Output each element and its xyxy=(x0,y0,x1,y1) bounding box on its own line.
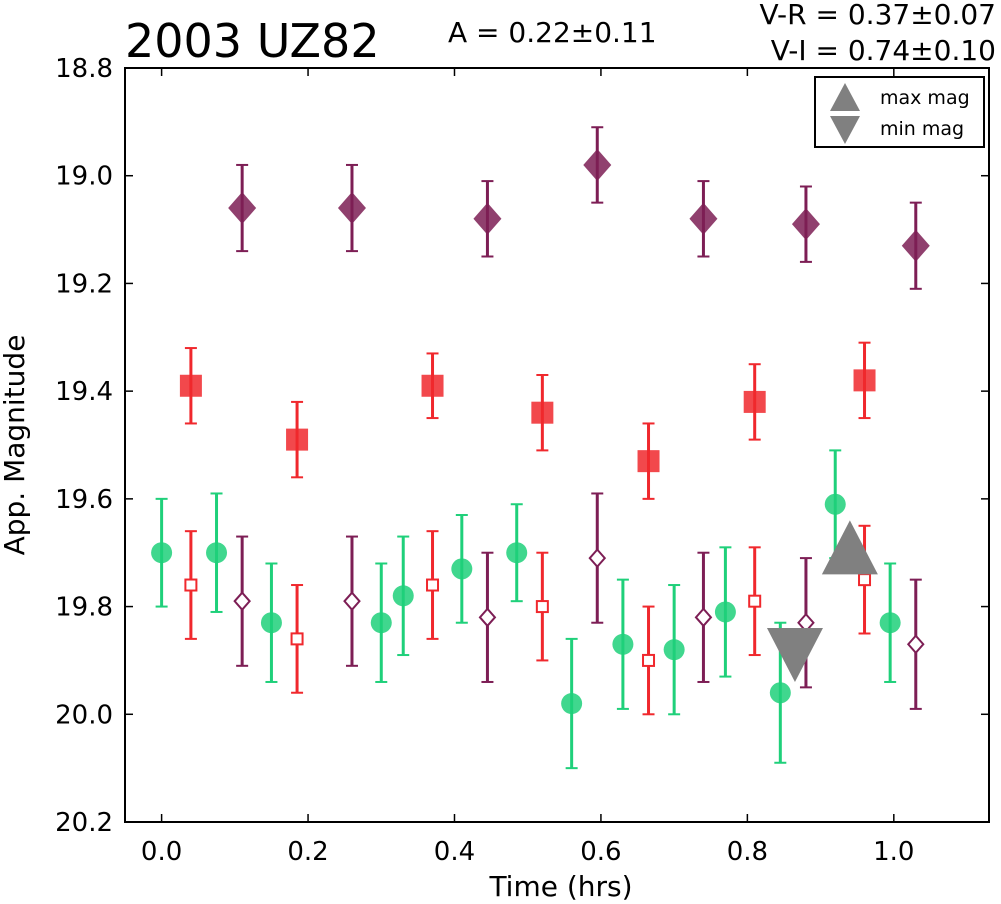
data-point-circle xyxy=(151,542,173,564)
x-axis-label: Time (hrs) xyxy=(488,870,632,903)
y-tick-label: 19.2 xyxy=(55,269,113,299)
data-point-circle xyxy=(451,558,473,580)
data-point-circle xyxy=(879,612,901,634)
data-point-circle xyxy=(561,693,583,715)
legend-triangle-down-icon xyxy=(830,116,860,144)
legend: max mag min mag xyxy=(814,76,985,148)
data-point-diamond xyxy=(337,192,366,225)
data-point-diamond xyxy=(583,148,612,181)
plot-frame xyxy=(124,67,990,823)
data-point-diamond xyxy=(478,607,497,628)
data-point-circle xyxy=(612,633,634,655)
data-point-diamond xyxy=(233,591,251,612)
y-tick-label: 19.6 xyxy=(55,485,113,515)
data-point-square xyxy=(637,450,660,473)
x-tick-label: 0.2 xyxy=(287,837,328,867)
max-mag-marker xyxy=(821,520,878,575)
data-point-square xyxy=(184,578,198,592)
x-tick-label: 0.8 xyxy=(727,837,768,867)
y-tick-label: 19.8 xyxy=(55,593,113,623)
data-point-diamond xyxy=(791,208,820,241)
data-point-diamond xyxy=(588,548,607,569)
data-point-square xyxy=(179,374,202,397)
data-point-circle xyxy=(260,612,282,634)
y-axis-label: App. Magnitude xyxy=(0,335,31,556)
x-tick-label: 0.4 xyxy=(434,837,475,867)
data-point-circle xyxy=(769,682,791,704)
data-point-square xyxy=(858,573,872,587)
data-point-square xyxy=(748,594,762,608)
color-vi-label: V-I = 0.74±0.10 xyxy=(771,34,996,67)
data-point-diamond xyxy=(343,591,361,612)
data-point-circle xyxy=(506,542,528,564)
plot-marks xyxy=(151,126,930,770)
y-tick-label: 20.2 xyxy=(55,808,113,838)
legend-label-max-mag: max mag xyxy=(880,87,970,109)
data-point-circle xyxy=(663,639,685,661)
data-point-diamond xyxy=(901,229,930,262)
y-tick-label: 18.8 xyxy=(55,54,113,84)
legend-triangle-up-icon xyxy=(830,83,860,111)
data-point-diamond xyxy=(228,192,257,225)
amplitude-label: A = 0.22±0.11 xyxy=(448,16,657,49)
legend-label-min-mag: min mag xyxy=(880,118,964,140)
data-point-square xyxy=(853,369,876,392)
data-point-square xyxy=(535,600,549,614)
x-tick-label: 0.0 xyxy=(141,837,182,867)
axes: 0.0 0.2 0.4 0.6 0.8 1.0 18.8 19.0 19.2 19.4 19.6 19… xyxy=(55,54,989,867)
data-point-diamond xyxy=(689,202,718,235)
x-tick-label: 1.0 xyxy=(873,837,914,867)
data-point-diamond xyxy=(473,202,502,235)
data-point-square xyxy=(426,578,440,592)
data-point-circle xyxy=(824,493,846,515)
color-vr-label: V-R = 0.37±0.07 xyxy=(760,0,996,31)
data-point-square xyxy=(290,632,304,646)
data-point-circle xyxy=(714,601,736,623)
data-point-circle xyxy=(206,542,228,564)
data-point-square xyxy=(421,374,444,397)
data-point-circle xyxy=(392,585,414,607)
data-point-diamond xyxy=(906,634,925,655)
data-point-square xyxy=(743,390,766,413)
x-tick-label: 0.6 xyxy=(580,837,621,867)
data-point-diamond xyxy=(694,607,713,628)
data-point-square xyxy=(642,653,656,667)
min-mag-marker xyxy=(766,628,823,683)
data-point-square xyxy=(531,401,554,424)
y-tick-label: 19.0 xyxy=(55,162,113,192)
data-point-circle xyxy=(370,612,392,634)
y-tick-label: 20.0 xyxy=(55,700,113,730)
y-tick-label: 19.4 xyxy=(55,377,113,407)
chart-title: 2003 UZ82 xyxy=(125,14,380,68)
data-point-square xyxy=(286,428,309,451)
